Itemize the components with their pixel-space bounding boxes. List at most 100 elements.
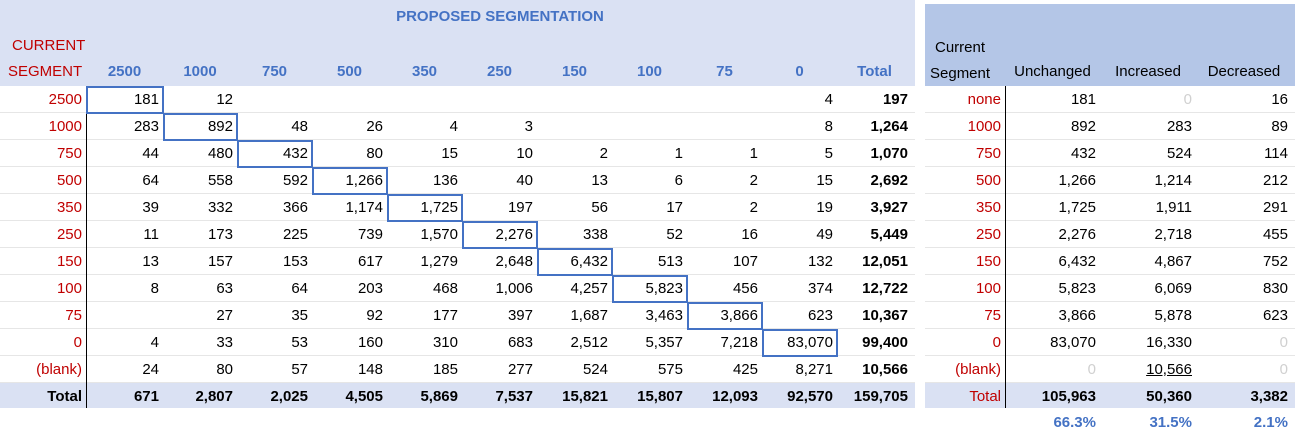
total-cell: 105,963 — [1041, 388, 1096, 405]
table-cell: 892 — [1070, 118, 1096, 135]
row-label: 100 — [975, 280, 1001, 297]
left-col-header: 150 — [561, 63, 588, 80]
table-cell: 80 — [366, 145, 383, 162]
table-row: 75 27 35 92 177 397 1,687 3,463 3,866 623 10,367 — [0, 302, 915, 329]
percent-cell: 2.1% — [1253, 414, 1288, 431]
total-row: Total 671 2,807 2,025 4,505 5,869 7,537 15,821 1… — [0, 383, 915, 410]
table-row: 250 2,276 2,718 455 — [0, 221, 1297, 248]
table-row: 1000 283 892 48 26 4 3 8 1,264 — [0, 113, 915, 140]
table-cell: 558 — [207, 172, 233, 189]
table-cell: 455 — [1262, 226, 1288, 243]
total-cell: 159,705 — [853, 388, 908, 405]
row-divider — [925, 220, 1295, 221]
row-divider — [0, 328, 915, 329]
table-cell: 173 — [207, 226, 233, 243]
table-row: 1000 892 283 89 — [0, 113, 1297, 140]
right-col-header: Decreased — [1207, 63, 1281, 80]
total-cell: 2,025 — [270, 388, 308, 405]
table-cell: 2 — [749, 199, 758, 216]
left-col-header: 75 — [716, 63, 733, 80]
table-cell: 4,867 — [1154, 253, 1192, 270]
table-cell: 197 — [507, 199, 533, 216]
table-cell: 617 — [357, 253, 383, 270]
table-cell: 623 — [807, 307, 833, 324]
table-cell: 283 — [1166, 118, 1192, 135]
table-cell: 2,276 — [495, 226, 533, 243]
table-row: 350 1,725 1,911 291 — [0, 194, 1297, 221]
table-cell: 830 — [1262, 280, 1288, 297]
total-cell: 50,360 — [1146, 388, 1192, 405]
right-header-band — [925, 4, 1295, 86]
table-row: 500 1,266 1,214 212 — [0, 167, 1297, 194]
table-cell: 366 — [282, 199, 308, 216]
row-label: (blank) — [955, 361, 1001, 378]
table-cell: 374 — [807, 280, 833, 297]
diagonal-cell-outline — [312, 167, 388, 195]
table-cell: 0 — [1279, 334, 1288, 351]
table-cell: 12,051 — [862, 253, 908, 270]
table-cell: 49 — [816, 226, 833, 243]
table-cell: 1 — [674, 145, 683, 162]
corner-segment: SEGMENT — [8, 63, 83, 80]
table-cell: 92 — [366, 307, 383, 324]
table-cell: 24 — [142, 361, 159, 378]
table-cell: 3,866 — [1058, 307, 1096, 324]
row-label: 1000 — [48, 118, 82, 135]
diagonal-cell-outline — [687, 302, 763, 330]
diagonal-cell-outline — [612, 275, 688, 303]
table-row: 150 13 157 153 617 1,279 2,648 6,432 513 107 132 12… — [0, 248, 915, 275]
row-divider — [925, 274, 1295, 275]
table-cell: 0 — [1087, 361, 1096, 378]
row-divider — [925, 355, 1295, 356]
table-cell: 64 — [142, 172, 159, 189]
table-cell: 0 — [1183, 91, 1192, 108]
table-cell: 0 — [1279, 361, 1288, 378]
row-divider — [0, 382, 915, 383]
table-cell: 8,271 — [795, 361, 833, 378]
row-divider — [0, 193, 915, 194]
diagonal-cell-outline — [537, 248, 613, 276]
table-cell: 432 — [1070, 145, 1096, 162]
table-cell: 4 — [449, 118, 458, 135]
table-cell: 1,214 — [1154, 172, 1192, 189]
total-label: Total — [47, 388, 82, 405]
percent-cell: 66.3% — [1053, 414, 1096, 431]
table-cell: 8 — [824, 118, 833, 135]
diagonal-cell-outline — [237, 140, 313, 168]
table-cell: 107 — [732, 253, 758, 270]
row-label: 0 — [992, 334, 1001, 351]
total-cell: 4,505 — [345, 388, 383, 405]
row-divider — [925, 382, 1295, 383]
table-row: (blank) 0 10,566 0 — [0, 356, 1297, 383]
table-cell: 1,725 — [1058, 199, 1096, 216]
table-cell: 2,718 — [1154, 226, 1192, 243]
table-cell: 56 — [591, 199, 608, 216]
row-label: 250 — [56, 226, 82, 243]
table-cell: 6,069 — [1154, 280, 1192, 297]
table-cell: 468 — [432, 280, 458, 297]
table-cell: 5,823 — [1058, 280, 1096, 297]
table-row: 0 4 33 53 160 310 683 2,512 5,357 7,218 83,070 99,4… — [0, 329, 915, 356]
table-cell: 44 — [142, 145, 159, 162]
table-cell: 83,070 — [1050, 334, 1096, 351]
table-cell: 39 — [142, 199, 159, 216]
table-cell: 1,570 — [420, 226, 458, 243]
right-hdr-current: Current — [935, 39, 986, 56]
table-cell: 1,006 — [495, 280, 533, 297]
table-cell: 160 — [357, 334, 383, 351]
row-label: 150 — [975, 253, 1001, 270]
left-col-header: 2500 — [107, 63, 142, 80]
right-col-header: Increased — [1115, 63, 1181, 80]
table-cell: 1,070 — [870, 145, 908, 162]
row-divider — [925, 193, 1295, 194]
table-cell: 35 — [291, 307, 308, 324]
total-cell: 15,807 — [637, 388, 683, 405]
table-row: 750 432 524 114 — [0, 140, 1297, 167]
total-cell: 3,382 — [1250, 388, 1288, 405]
table-cell: 52 — [666, 226, 683, 243]
table-cell: 5,449 — [870, 226, 908, 243]
table-cell: 3 — [524, 118, 533, 135]
table-cell: 64 — [291, 280, 308, 297]
row-label: 1000 — [967, 118, 1001, 135]
table-cell: 132 — [807, 253, 833, 270]
